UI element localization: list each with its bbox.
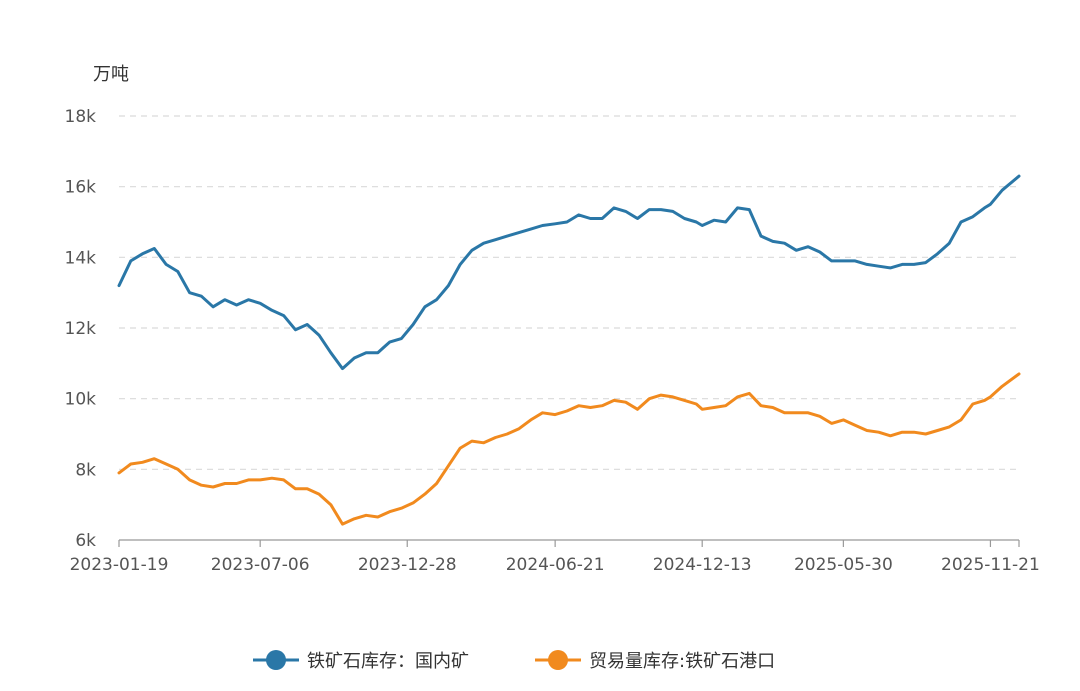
y-tick-label: 8k [75, 460, 96, 480]
x-axis: 2023-01-19 2023-07-06 2023-12-28 2024-06-21… [70, 539, 1040, 575]
y-tick-label: 10k [65, 390, 97, 410]
legend[interactable]: 铁矿石库存：国内矿 贸易量库存:铁矿石港口 [253, 650, 775, 672]
x-tick-label: 2024-06-21 [506, 555, 605, 575]
legend-marker-icon [548, 650, 568, 670]
x-tick-label: 2023-07-06 [211, 555, 310, 575]
x-tick-label: 2023-12-28 [358, 555, 457, 575]
y-tick-label: 16k [65, 178, 97, 198]
series-line-2 [117, 372, 1021, 526]
y-axis-unit-label: 万吨 [93, 64, 129, 85]
x-tick-label: 2025-11-21 [941, 555, 1040, 575]
series-lines [117, 174, 1021, 526]
legend-marker-icon [266, 650, 286, 670]
x-tick-label: 2025-05-30 [794, 555, 893, 575]
x-tick-label: 2024-12-13 [653, 555, 752, 575]
x-tick-label: 2023-01-19 [70, 555, 169, 575]
y-tick-label: 12k [65, 319, 97, 339]
gridlines [119, 115, 1019, 470]
y-tick-label: 14k [65, 248, 97, 268]
series-line-1 [117, 174, 1021, 371]
legend-item-1[interactable]: 铁矿石库存：国内矿 [253, 650, 469, 672]
legend-label: 贸易量库存:铁矿石港口 [589, 651, 775, 672]
y-axis: 6k 8k 10k 12k 14k 16k 18k [65, 107, 97, 551]
legend-item-2[interactable]: 贸易量库存:铁矿石港口 [535, 650, 775, 672]
y-tick-label: 18k [65, 107, 97, 127]
y-tick-label: 6k [75, 531, 96, 551]
legend-label: 铁矿石库存：国内矿 [307, 651, 469, 672]
